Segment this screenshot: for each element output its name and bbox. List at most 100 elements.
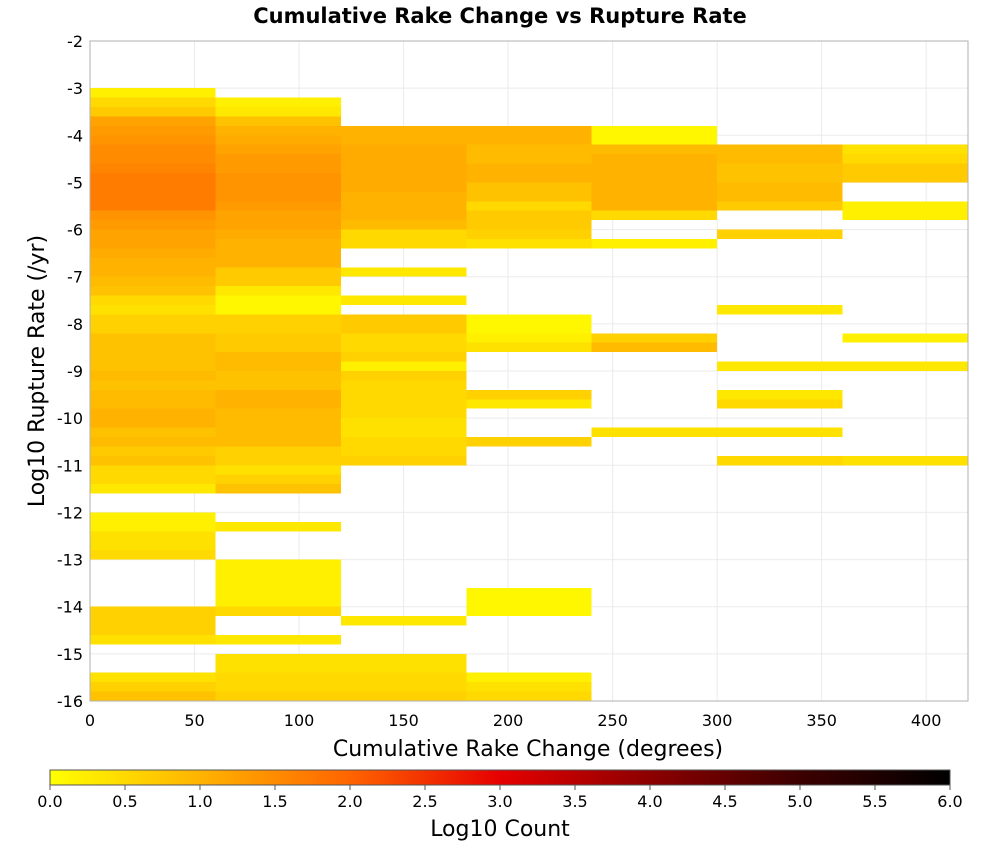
y-tick-label: -13 <box>57 551 83 570</box>
heatmap-cell <box>215 437 341 447</box>
y-tick-label: -4 <box>67 126 83 145</box>
colorbar-tick-label: 2.5 <box>412 792 437 811</box>
heatmap-cell <box>591 191 718 202</box>
heatmap-cell <box>842 210 968 221</box>
y-tick-label: -10 <box>57 409 83 428</box>
heatmap-cell <box>215 135 341 145</box>
heatmap-cell <box>215 399 341 409</box>
heatmap-cell <box>90 361 216 371</box>
heatmap-cell <box>717 154 843 164</box>
y-tick-label: -7 <box>67 268 83 287</box>
heatmap-cell <box>591 427 718 437</box>
x-tick-label: 100 <box>284 711 315 730</box>
heatmap-cell <box>90 437 216 447</box>
heatmap-cell <box>466 182 592 192</box>
heatmap-cell <box>215 239 341 249</box>
x-tick-label: 250 <box>597 711 628 730</box>
heatmap-cell <box>717 229 843 239</box>
heatmap-cell <box>340 144 467 155</box>
heatmap-cell <box>340 239 467 249</box>
heatmap-cell <box>340 408 467 419</box>
heatmap-cell <box>591 163 718 173</box>
heatmap-cell <box>215 597 341 607</box>
heatmap-cell <box>90 635 216 645</box>
heatmap-cell <box>215 116 341 126</box>
heatmap-cell <box>215 144 341 155</box>
heatmap-cell <box>466 314 592 324</box>
heatmap-cell <box>90 88 216 98</box>
heatmap-cell <box>466 323 592 334</box>
y-tick-label: -3 <box>67 79 83 98</box>
x-axis-ticks: 0 50 100 150 200 250 300 350 400 <box>85 711 942 730</box>
heatmap-cell <box>842 173 968 183</box>
heatmap-cell <box>591 144 718 155</box>
heatmap-cell <box>90 182 216 192</box>
heatmap-cell <box>215 229 341 239</box>
colorbar-tick-label: 3.5 <box>562 792 587 811</box>
heatmap-cell <box>340 210 467 221</box>
heatmap-cell <box>90 446 216 456</box>
plot-frame <box>89 40 969 702</box>
heatmap-cell <box>717 305 843 315</box>
heatmap-cell <box>90 408 216 419</box>
x-tick-label: 150 <box>388 711 419 730</box>
heatmap-cell <box>466 691 592 701</box>
heatmap-cell <box>90 371 216 381</box>
heatmap-cell <box>90 210 216 221</box>
heatmap-cell <box>466 125 592 136</box>
y-tick-label: -11 <box>57 456 83 475</box>
heatmap-cell <box>215 305 341 315</box>
heatmap-cell <box>340 682 467 692</box>
heatmap-cell <box>466 220 592 230</box>
colorbar-tick-label: 1.5 <box>262 792 287 811</box>
y-tick-label: -16 <box>57 692 83 711</box>
heatmap-cell <box>90 125 216 136</box>
heatmap-cell <box>90 682 216 692</box>
y-tick-label: -5 <box>67 173 83 192</box>
heatmap-cell <box>717 399 843 409</box>
heatmap-cell <box>90 286 216 296</box>
colorbar-tick-label: 3.0 <box>487 792 512 811</box>
heatmap-cell <box>90 107 216 117</box>
x-tick-label: 400 <box>911 711 942 730</box>
heatmap-cell <box>340 663 467 673</box>
heatmap-cell <box>90 154 216 164</box>
x-tick-label: 50 <box>184 711 204 730</box>
heatmap-cell <box>842 455 968 466</box>
heatmap-cell <box>90 248 216 258</box>
heatmap-cell <box>340 201 467 211</box>
heatmap-cell <box>842 163 968 173</box>
heatmap-cell <box>717 144 843 155</box>
heatmap-cell <box>90 135 216 145</box>
colorbar-tick-label: 4.5 <box>712 792 737 811</box>
heatmap-cell <box>215 295 341 305</box>
heatmap-cell <box>340 342 467 353</box>
heatmap-cell <box>717 201 843 211</box>
heatmap-cell <box>90 191 216 202</box>
heatmap-cell <box>90 531 216 541</box>
heatmap-cell <box>215 125 341 136</box>
y-axis-label: Log10 Rupture Rate (/yr) <box>25 235 50 507</box>
heatmap-cell <box>215 257 341 268</box>
colorbar-tick-label: 0.5 <box>112 792 137 811</box>
heatmap-cell <box>90 616 216 626</box>
heatmap-cell <box>466 606 592 617</box>
heatmap-cell <box>215 182 341 192</box>
colorbar <box>49 769 951 786</box>
heatmap-cell <box>717 389 843 400</box>
heatmap-cell <box>215 559 341 569</box>
heatmap-cell <box>591 173 718 183</box>
heatmap-cell <box>215 323 341 334</box>
heatmap-cell <box>215 154 341 164</box>
colorbar-label: Log10 Count <box>430 817 570 842</box>
heatmap-cell <box>90 352 216 362</box>
y-tick-label: -6 <box>67 221 83 240</box>
heatmap-cell <box>215 408 341 419</box>
heatmap-cell <box>591 182 718 192</box>
y-tick-label: -15 <box>57 645 83 664</box>
heatmap-cell <box>215 276 341 287</box>
heatmap-cell <box>215 465 341 475</box>
heatmap-cell <box>466 597 592 607</box>
heatmap-cell <box>90 220 216 230</box>
heatmap-cell <box>90 672 216 683</box>
